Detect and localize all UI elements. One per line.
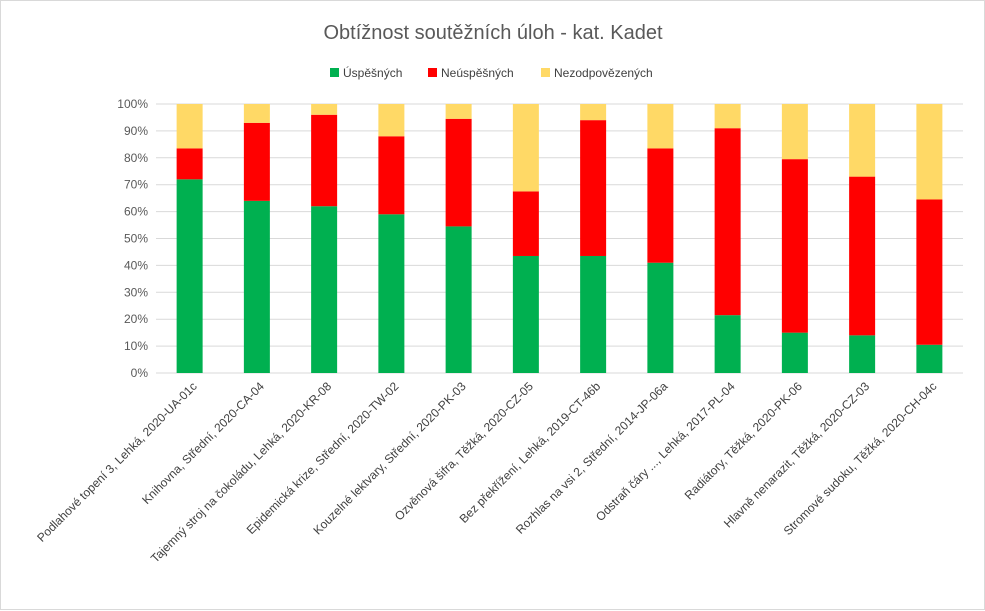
bar-segment (916, 344, 943, 373)
bar-segment (176, 104, 203, 149)
bar-segment (647, 262, 674, 373)
bars (176, 104, 943, 373)
bar-segment (445, 118, 472, 227)
bar-segment (781, 159, 808, 333)
bar-segment (243, 104, 270, 123)
y-tick-label: 50% (124, 232, 148, 246)
x-category-label: Epidemická krize, Střední, 2020-TW-02 (244, 379, 402, 537)
x-axis: Podlahové topení 3, Lehká, 2020-UA-01cKn… (34, 379, 939, 566)
bar-segment (714, 128, 741, 316)
legend-swatch (541, 68, 550, 77)
bar-segment (647, 148, 674, 263)
bar-segment (378, 214, 405, 373)
bar-segment (311, 206, 338, 373)
y-tick-label: 0% (131, 366, 149, 380)
x-category-label: Bez překřížení, Lehká, 2019-CT-46b (457, 379, 604, 526)
legend: Úspěšných Neúspěšných Nezodpovězených (330, 65, 653, 80)
y-tick-label: 40% (124, 258, 148, 272)
y-tick-label: 10% (124, 339, 148, 353)
bar-segment (243, 200, 270, 373)
gridlines (156, 103, 963, 374)
bar-segment (849, 104, 876, 177)
bar-segment (378, 104, 405, 137)
bar-segment (512, 191, 539, 256)
x-category-label: Ozvěnová šifra, Těžká, 2020-CZ-05 (392, 379, 536, 523)
y-tick-label: 30% (124, 285, 148, 299)
bar-segment (311, 104, 338, 115)
bar-segment (580, 255, 607, 373)
y-tick-label: 70% (124, 178, 148, 192)
legend-label: Neúspěšných (441, 66, 514, 80)
x-category-label: Knihovna, Střední, 2020-CA-04 (139, 379, 267, 507)
bar-segment (378, 136, 405, 215)
bar-segment (714, 104, 741, 129)
x-category-label: Radiátory, Těžká, 2020-PK-06 (682, 379, 805, 502)
bar-segment (781, 332, 808, 373)
bar-segment (916, 104, 943, 200)
x-category-label: Stromové sudoku, Těžká, 2020-CH-04c (781, 379, 940, 538)
y-tick-label: 60% (124, 205, 148, 219)
bar-segment (714, 315, 741, 373)
bar-segment (512, 104, 539, 192)
x-category-label: Hlavně nenarazit, Těžká, 2020-CZ-03 (721, 379, 872, 530)
y-tick-label: 90% (124, 124, 148, 138)
bar-segment (512, 255, 539, 373)
bar-segment (243, 122, 270, 201)
bar-segment (849, 335, 876, 373)
chart-title: Obtížnost soutěžních úloh - kat. Kadet (323, 22, 663, 44)
bar-segment (445, 104, 472, 119)
bar-segment (176, 179, 203, 373)
x-category-label: Kouzelné lektvary, Střední, 2020-PK-03 (310, 379, 469, 538)
legend-label: Úspěšných (343, 65, 402, 80)
bar-segment (580, 120, 607, 256)
y-axis: 0% 10% 20% 30% 40% 50% 60% 70% 80% 90% 100% (117, 97, 148, 380)
bar-segment (176, 148, 203, 180)
bar-segment (916, 199, 943, 345)
legend-swatch (330, 68, 339, 77)
bar-segment (647, 104, 674, 149)
y-tick-label: 20% (124, 312, 148, 326)
y-tick-label: 80% (124, 151, 148, 165)
legend-swatch (428, 68, 437, 77)
bar-segment (311, 114, 338, 207)
x-category-label: Odstraň čáry ..., Lehká, 2017-PL-04 (593, 379, 738, 524)
bar-segment (445, 226, 472, 373)
bar-segment (580, 104, 607, 121)
bar-segment (781, 104, 808, 160)
x-category-label: Rozhlas na vsi 2, Střední, 2014-JP-06a (513, 379, 671, 537)
bar-segment (849, 176, 876, 336)
y-tick-label: 100% (117, 97, 148, 111)
legend-label: Nezodpovězených (554, 66, 653, 80)
